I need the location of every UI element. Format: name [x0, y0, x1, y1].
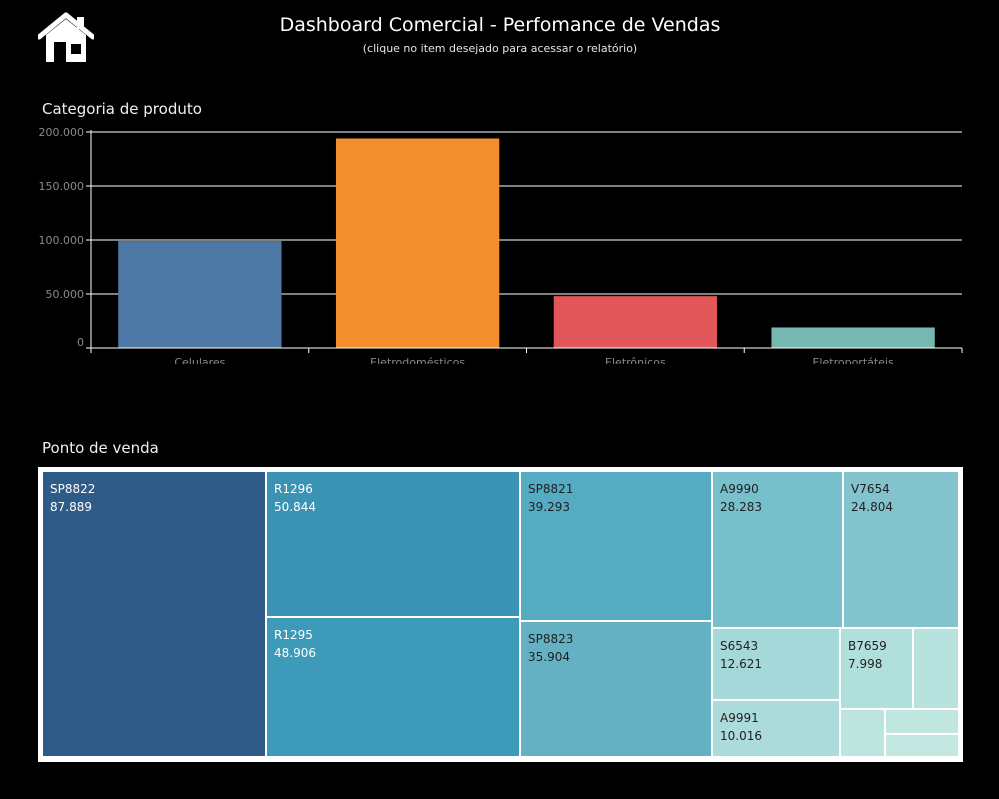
y-tick-label: 200.000 [39, 126, 85, 139]
y-axis-ticks: 0 50.000 100.000 150.000 200.000 [39, 126, 91, 349]
treemap-cell-label: S6543 [720, 639, 759, 653]
treemap-cell-small[interactable] [913, 628, 959, 709]
treemap-cell-label: SP8822 [50, 482, 96, 496]
treemap-cell-sp8821[interactable]: SP8821 39.293 [520, 471, 712, 621]
treemap-cell-small[interactable] [885, 734, 959, 757]
y-tick-label: 50.000 [46, 288, 85, 301]
bar-eletronicos[interactable] [553, 296, 718, 348]
bars [118, 138, 935, 348]
treemap-cell-label: R1296 [274, 482, 313, 496]
treemap-cell-r1295[interactable]: R1295 48.906 [266, 617, 520, 757]
treemap-cell-a9990[interactable]: A9990 28.283 [712, 471, 843, 628]
treemap-cell-label: B7659 [848, 639, 887, 653]
x-tick-label: Eletrônicos [605, 356, 666, 364]
treemap-cell-value: 39.293 [528, 500, 570, 514]
category-section-title: Categoria de produto [42, 100, 202, 118]
point-of-sale-treemap: SP8822 87.889 R1296 50.844 R1295 48.906 … [38, 467, 963, 762]
treemap-cell-value: 12.621 [720, 657, 762, 671]
treemap-cell-small[interactable] [840, 709, 885, 757]
treemap-cell-label: A9991 [720, 711, 759, 725]
page-subtitle: (clique no item desejado para acessar o … [362, 42, 638, 55]
treemap-cell-label: A9990 [720, 482, 759, 496]
treemap-cell-value: 48.906 [274, 646, 316, 660]
treemap-cell-value: 87.889 [50, 500, 92, 514]
category-bar-chart: 0 50.000 100.000 150.000 200.000 Celulares El… [39, 126, 963, 364]
treemap-cell-v7654[interactable]: V7654 24.804 [843, 471, 959, 628]
x-axis-ticks: Celulares Eletrodomésticos Eletrônicos Elet… [90, 348, 963, 364]
treemap-cell-s6543[interactable]: S6543 12.621 [712, 628, 840, 700]
y-tick-label: 100.000 [39, 234, 85, 247]
bar-eletrodomesticos[interactable] [335, 138, 500, 348]
home-button[interactable] [36, 12, 96, 66]
y-tick-label: 0 [77, 336, 84, 349]
bar-eletroportateis[interactable] [771, 327, 935, 348]
treemap-cell-a9991[interactable]: A9991 10.016 [712, 700, 840, 757]
treemap-cell-label: SP8821 [528, 482, 574, 496]
point-of-sale-section-title: Ponto de venda [42, 439, 159, 457]
y-tick-label: 150.000 [39, 180, 85, 193]
treemap-cell-sp8822[interactable]: SP8822 87.889 [42, 471, 266, 757]
grid-lines [91, 131, 962, 295]
treemap-cell-label: SP8823 [528, 632, 574, 646]
treemap-cell-sp8823[interactable]: SP8823 35.904 [520, 621, 712, 757]
treemap-cell-value: 7.998 [848, 657, 883, 671]
treemap-cell-label: V7654 [851, 482, 890, 496]
treemap-cell-b7659[interactable]: B7659 7.998 [840, 628, 913, 709]
treemap-cell-label: R1295 [274, 628, 313, 642]
treemap-cell-r1296[interactable]: R1296 50.844 [266, 471, 520, 617]
page-title: Dashboard Comercial - Perfomance de Vend… [279, 14, 721, 36]
x-tick-label: Eletrodomésticos [370, 356, 465, 364]
treemap-cell-value: 50.844 [274, 500, 316, 514]
treemap-cell-value: 28.283 [720, 500, 762, 514]
home-icon [36, 12, 96, 62]
treemap-cell-value: 24.804 [851, 500, 893, 514]
treemap-cell-value: 35.904 [528, 650, 570, 664]
bar-celulares[interactable] [118, 241, 282, 348]
x-tick-label: Celulares [174, 356, 225, 364]
x-tick-label: Eletroportáteis [812, 356, 894, 364]
treemap-cell-small[interactable] [885, 709, 959, 734]
treemap-cell-value: 10.016 [720, 729, 762, 743]
axes [90, 130, 962, 349]
